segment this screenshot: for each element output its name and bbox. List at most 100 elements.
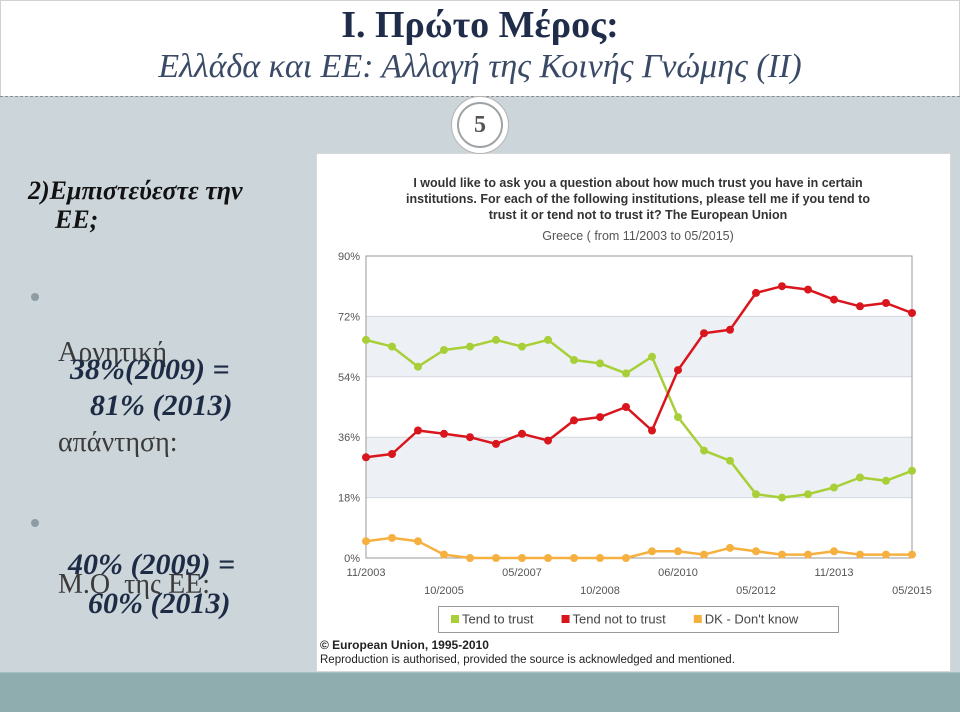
x-tick-label: 05/2015: [892, 585, 932, 597]
data-point: [830, 295, 838, 304]
data-point: [778, 282, 786, 291]
data-point: [648, 547, 656, 556]
page-number-badge: 5: [451, 96, 509, 154]
slide-header: [0, 0, 960, 96]
series-line: [365, 536, 912, 560]
data-point: [882, 476, 890, 485]
bullet-value-eu-average: 40% (2009) = 60% (2013): [68, 545, 235, 623]
data-point: [492, 335, 500, 344]
data-point: [830, 483, 838, 492]
data-point: [414, 537, 422, 546]
x-tick-label: 10/2005: [424, 585, 464, 597]
copyright-line: © European Union, 1995-2010: [320, 638, 489, 652]
data-point: [544, 335, 552, 344]
data-point: [648, 352, 656, 361]
bullet-value-line: 38%(2009) =: [70, 353, 230, 386]
plot-band: [366, 316, 912, 377]
data-point: [362, 537, 370, 546]
data-point: [466, 554, 474, 562]
legend-label: Tend not to trust: [573, 612, 667, 627]
data-point: [414, 426, 422, 435]
bullet-value-negative-answer: 38%(2009) = 81% (2013): [70, 352, 232, 424]
y-tick-label: 72%: [338, 311, 360, 323]
y-tick-label: 0%: [344, 553, 360, 565]
data-point: [830, 547, 838, 556]
legend-swatch: [561, 615, 570, 623]
bullet-value-line: 60% (2013): [88, 587, 231, 620]
data-point: [570, 554, 578, 562]
y-tick-label: 90%: [338, 251, 360, 263]
series-tend-not-to-trust: [362, 282, 916, 462]
data-point: [440, 550, 448, 559]
data-point: [674, 366, 682, 375]
data-point: [726, 456, 734, 465]
data-point: [726, 543, 734, 552]
data-point: [752, 288, 760, 297]
legend-item: Tend to trust: [451, 612, 534, 627]
data-point: [492, 554, 500, 562]
question-text: 2)Εμπιστεύεστε την ΕΕ;: [28, 176, 243, 234]
data-point: [492, 439, 500, 448]
series-tend-to-trust: [362, 335, 916, 502]
eu-trust-chart: I would like to ask you a question about…: [316, 153, 951, 672]
data-point: [622, 403, 630, 411]
x-tick-label: 05/2007: [502, 567, 542, 579]
plot-frame: [365, 255, 913, 559]
bullet-dot: [31, 293, 39, 301]
data-point: [856, 550, 864, 559]
data-point: [596, 359, 604, 368]
chart-title-line: I would like to ask you a question about…: [413, 176, 862, 190]
data-point: [752, 547, 760, 556]
legend-item: DK - Don't know: [693, 612, 799, 627]
x-tick-label: 11/2013: [815, 567, 854, 579]
reproduction-notice: Reproduction is authorised, provided the…: [320, 654, 735, 666]
data-point: [518, 554, 526, 562]
chart-title-line: institutions. For each of the following …: [406, 192, 870, 206]
data-point: [622, 554, 630, 562]
plot-area: 0% 18% 36% 54% 72% 90% 11/2003 10/2005 05/2007 10…: [338, 251, 932, 597]
data-point: [362, 453, 370, 462]
data-point: [778, 493, 786, 502]
bullet-dot: [31, 519, 39, 527]
data-point: [544, 554, 552, 562]
data-point: [804, 550, 812, 559]
data-point: [778, 550, 786, 559]
data-point: [518, 429, 526, 438]
bullet-value-line: 40% (2009) =: [68, 548, 236, 581]
legend-label: Tend to trust: [462, 612, 534, 627]
page-number-ring: 5: [457, 102, 503, 148]
page-number: 5: [474, 112, 486, 138]
data-point: [596, 554, 604, 562]
legend-label: DK - Don't know: [705, 612, 799, 627]
series-line: [365, 338, 913, 499]
data-point: [388, 533, 396, 542]
data-point: [856, 473, 864, 482]
data-point: [570, 356, 578, 364]
plot-band: [366, 437, 912, 498]
data-point: [648, 426, 656, 435]
data-point: [466, 342, 474, 351]
data-point: [804, 490, 812, 499]
bullet-label-line: Μ.Ο της ΕΕ:: [58, 569, 211, 600]
data-point: [908, 550, 916, 559]
data-point: [544, 436, 552, 445]
legend-box: [438, 606, 839, 633]
legend: Tend to trust Tend not to trust DK - Don't…: [438, 606, 839, 633]
data-point: [882, 299, 890, 307]
x-tick-label: 06/2010: [658, 567, 698, 579]
data-point: [466, 433, 474, 442]
data-point: [362, 335, 370, 344]
data-point: [700, 329, 708, 338]
legend-swatch: [693, 615, 702, 623]
data-point: [700, 550, 708, 559]
data-point: [908, 466, 916, 475]
chart-subtitle: Greece ( from 11/2003 to 05/2015): [542, 229, 734, 243]
slide-title: I. Πρώτο Μέρος:: [341, 4, 619, 46]
data-point: [752, 490, 760, 499]
data-point: [674, 413, 682, 422]
data-point: [882, 550, 890, 559]
data-point: [908, 309, 916, 317]
data-point: [440, 429, 448, 438]
chart-title-line: trust it or tend not to trust it? The Eu…: [489, 208, 788, 222]
legend-swatch: [451, 615, 459, 623]
